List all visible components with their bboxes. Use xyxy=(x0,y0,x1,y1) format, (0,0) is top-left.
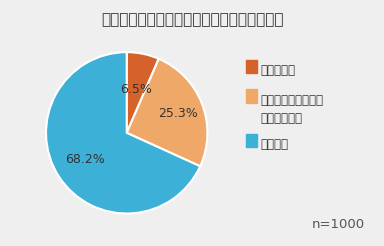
Wedge shape xyxy=(46,52,200,214)
Text: 介護現場におけるテクノロジー活用の認知度: 介護現場におけるテクノロジー活用の認知度 xyxy=(101,12,283,27)
Text: 68.2%: 68.2% xyxy=(65,154,104,166)
Text: 聞いたことはあるが: 聞いたことはあるが xyxy=(260,94,323,107)
Wedge shape xyxy=(127,59,207,166)
Text: 知らない: 知らない xyxy=(260,138,288,151)
Text: 知っている: 知っている xyxy=(260,64,295,77)
Text: n=1000: n=1000 xyxy=(312,218,365,231)
Wedge shape xyxy=(127,52,159,133)
Text: よく知らない: よく知らない xyxy=(260,112,302,125)
Text: 25.3%: 25.3% xyxy=(158,107,198,120)
Text: 6.5%: 6.5% xyxy=(120,83,152,96)
